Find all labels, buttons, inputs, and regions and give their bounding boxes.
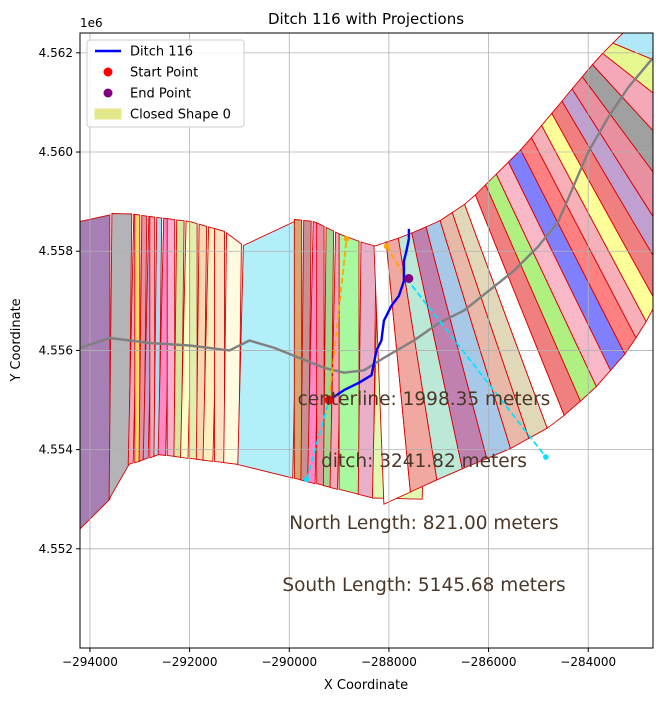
projection-line-2 bbox=[305, 399, 330, 480]
projection-point-0-1 bbox=[343, 236, 350, 242]
legend-label-0: Ditch 116 bbox=[130, 45, 193, 60]
ditch-line bbox=[328, 228, 411, 402]
projection-point-2-0 bbox=[303, 476, 310, 483]
projection-line-3 bbox=[405, 277, 547, 458]
y-tick-label-3: 4.558 bbox=[39, 244, 73, 258]
annotation-0: centerline: 1998.35 meters bbox=[298, 389, 551, 410]
y-tick-label-4: 4.560 bbox=[39, 145, 73, 159]
y-axis-offset: 1e6 bbox=[80, 16, 103, 30]
x-axis-label: X Coordinate bbox=[324, 678, 408, 693]
closed-shape-west-9 bbox=[166, 218, 176, 457]
plot-frame bbox=[79, 32, 654, 649]
legend: Ditch 116 Start Point End Point Closed Shap… bbox=[86, 39, 245, 128]
data-lines bbox=[80, 57, 653, 483]
legend-label-2: End Point bbox=[130, 87, 191, 102]
start-point-marker bbox=[324, 395, 334, 405]
closed-shapes bbox=[80, 33, 653, 530]
annotation-3: South Length: 5145.68 meters bbox=[282, 575, 565, 596]
closed-shape-west-17 bbox=[237, 219, 299, 479]
x-axis-ticks: −294000 −292000 −290000 −288000 −286000 −2840… bbox=[62, 648, 616, 669]
x-tick-label-3: −288000 bbox=[361, 655, 417, 669]
centerline-path bbox=[80, 57, 653, 374]
legend-swatch-1 bbox=[103, 67, 113, 77]
projection-point-1-0 bbox=[383, 243, 390, 250]
projection-point-3-1 bbox=[543, 454, 549, 460]
y-axis-label: Y Coordinate bbox=[9, 298, 24, 382]
x-tick-label-2: −290000 bbox=[261, 655, 317, 669]
closed-shape-east-16 bbox=[561, 88, 653, 257]
y-tick-label-1: 4.554 bbox=[39, 443, 73, 457]
chart-title: Ditch 116 with Projections bbox=[268, 10, 464, 28]
x-tick-label-4: −286000 bbox=[461, 655, 517, 669]
x-tick-label-1: −292000 bbox=[162, 655, 218, 669]
closed-shape-east-15 bbox=[551, 100, 653, 298]
closed-shape-east-18 bbox=[581, 63, 653, 173]
closed-shape-west-12 bbox=[189, 220, 198, 460]
legend-label-1: Start Point bbox=[130, 66, 198, 81]
closed-shape-east-19 bbox=[591, 52, 653, 132]
y-axis-ticks: 4.552 4.554 4.556 4.558 4.560 4.562 bbox=[39, 46, 80, 556]
x-tick-label-5: −284000 bbox=[560, 655, 616, 669]
end-point-marker bbox=[404, 274, 414, 284]
closed-shape-west-15 bbox=[214, 228, 225, 464]
annotation-1: ditch: 3241.82 meters bbox=[321, 451, 527, 472]
closed-shape-east-20 bbox=[602, 42, 653, 94]
legend-swatch-2 bbox=[103, 88, 113, 98]
legend-label-3: Closed Shape 0 bbox=[130, 108, 231, 123]
closed-shape-east-17 bbox=[571, 75, 653, 218]
projection-line-0 bbox=[328, 238, 348, 401]
closed-shape-west-21 bbox=[316, 221, 325, 487]
grid bbox=[80, 33, 653, 648]
annotation-2: North Length: 821.00 meters bbox=[289, 513, 558, 534]
y-tick-label-0: 4.552 bbox=[39, 542, 73, 556]
y-tick-label-5: 4.562 bbox=[39, 46, 73, 60]
closed-shape-east-14 bbox=[541, 112, 653, 323]
closed-shape-west-18 bbox=[293, 219, 303, 481]
legend-box bbox=[86, 39, 245, 128]
annotations: centerline: 1998.35 meters ditch: 3241.82… bbox=[282, 389, 565, 596]
y-tick-label-2: 4.556 bbox=[39, 343, 73, 357]
legend-swatch-3 bbox=[94, 108, 122, 120]
closed-shape-west-0 bbox=[80, 214, 111, 530]
x-tick-label-0: −294000 bbox=[62, 655, 118, 669]
